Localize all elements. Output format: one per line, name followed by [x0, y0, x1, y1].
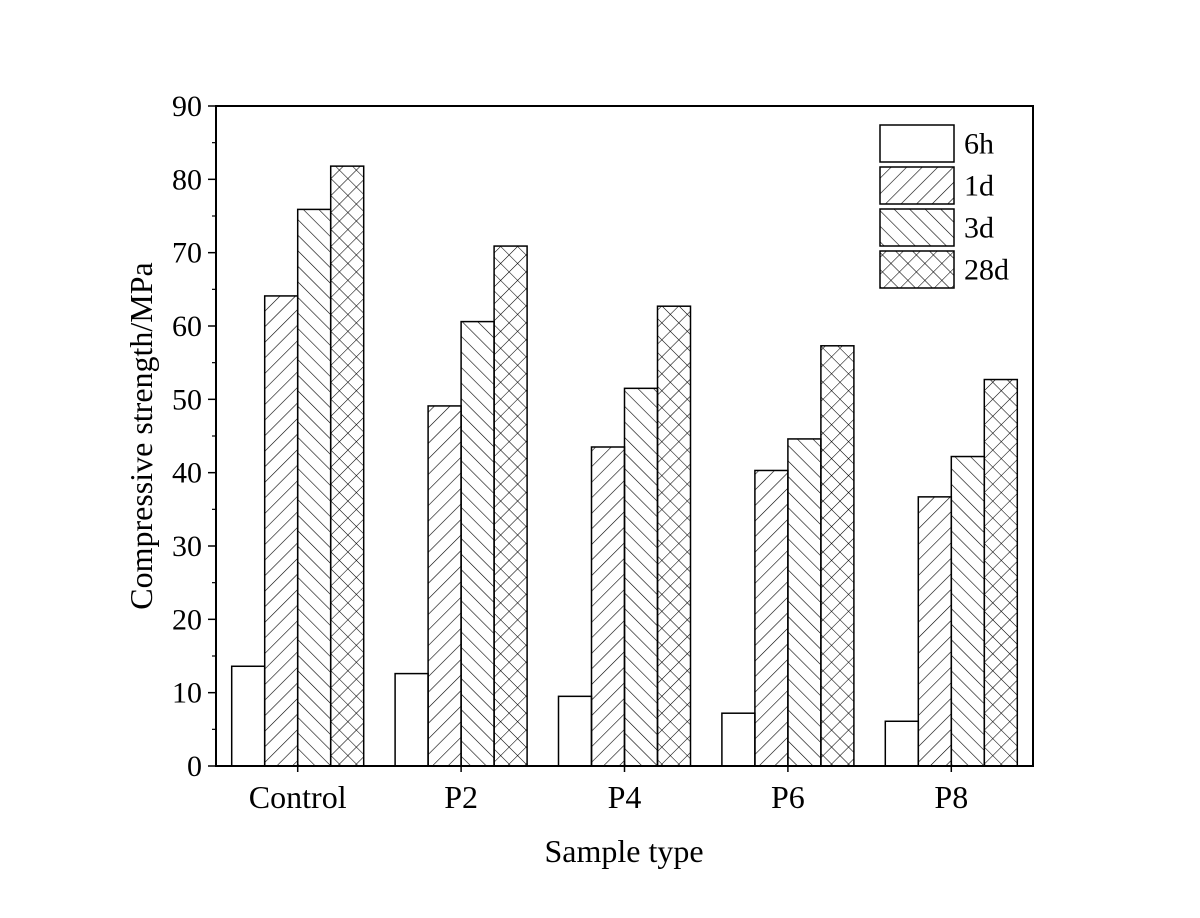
bar-control-28d — [329, 165, 365, 767]
legend-label-1d: 1d — [964, 170, 994, 203]
bar-p2-28d — [493, 245, 528, 767]
y-tick-label: 20 — [172, 603, 202, 636]
y-tick-label: 90 — [172, 90, 202, 123]
bar-control-6h — [230, 665, 266, 767]
y-tick-label: 40 — [172, 457, 202, 490]
x-tick-label: P6 — [771, 779, 805, 815]
bars-layer — [230, 165, 1019, 767]
bar-control-1d — [263, 295, 299, 767]
axes-layer: 0 10 20 30 40 50 60 70 80 90 Control P2 P4 P6 P8 — [172, 90, 1034, 815]
y-tick-label: 30 — [172, 530, 202, 563]
x-tick-label: P4 — [608, 779, 642, 815]
y-tick-label: 60 — [172, 310, 202, 343]
x-tick-label: P2 — [444, 779, 478, 815]
bar-p4-1d — [590, 446, 626, 767]
legend-swatch-3d — [879, 208, 955, 247]
bar-p2-1d — [427, 405, 462, 767]
bar-p6-3d — [787, 438, 822, 767]
y-tick-label: 50 — [172, 383, 202, 416]
bar-p8-6h — [884, 720, 920, 767]
x-tick-label: Control — [249, 779, 347, 815]
bar-p6-6h — [721, 712, 756, 767]
bar-p8-1d — [917, 496, 953, 767]
bar-p2-3d — [460, 320, 495, 767]
legend-swatch-6h — [879, 124, 955, 163]
bar-p4-28d — [656, 305, 692, 767]
x-tick-label: P8 — [934, 779, 968, 815]
y-axis-title: Compressive strength/MPa — [123, 262, 159, 610]
legend-swatch-28d — [879, 250, 955, 289]
legend-label-28d: 28d — [964, 254, 1009, 287]
x-axis-title: Sample type — [544, 833, 703, 869]
bar-p8-28d — [983, 378, 1019, 767]
bar-p4-6h — [557, 695, 593, 767]
bar-p4-3d — [623, 387, 659, 767]
bar-p8-3d — [950, 455, 986, 767]
bar-p2-6h — [394, 672, 429, 767]
legend-swatch-1d — [879, 166, 955, 205]
legend-label-6h: 6h — [964, 128, 994, 161]
y-tick-label: 0 — [187, 750, 202, 783]
legend: 6h 1d 3d 28d — [879, 124, 1009, 289]
legend-label-3d: 3d — [964, 212, 994, 245]
y-tick-label: 80 — [172, 163, 202, 196]
bar-control-3d — [296, 208, 332, 767]
y-tick-label: 70 — [172, 237, 202, 270]
y-tick-label: 10 — [172, 677, 202, 710]
bar-p6-28d — [820, 345, 855, 767]
bar-p6-1d — [754, 469, 789, 767]
